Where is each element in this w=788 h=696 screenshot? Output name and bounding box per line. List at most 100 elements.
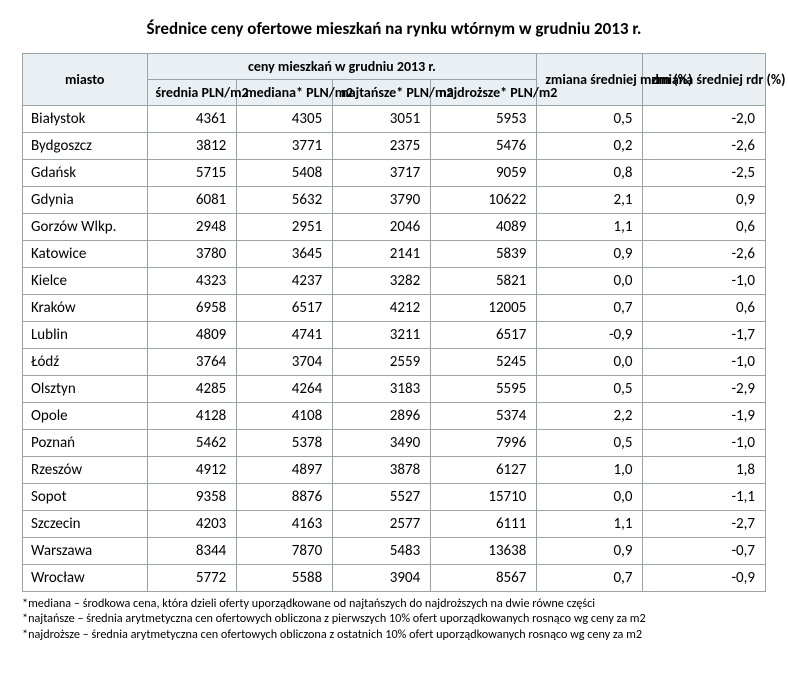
cell-rdr: 0,6 — [643, 295, 766, 322]
cell-rdr: 0,6 — [643, 214, 766, 241]
cell-rdr: -2,0 — [643, 106, 766, 133]
cell-city: Olsztyn — [23, 376, 148, 403]
cell-mdm: 0,8 — [537, 160, 643, 187]
cell-max: 5839 — [431, 241, 537, 268]
cell-city: Rzeszów — [23, 457, 148, 484]
cell-min: 2559 — [333, 349, 431, 376]
footnote: *najdroższe – średnia arytmetyczna cen o… — [22, 627, 766, 642]
cell-avg: 4323 — [147, 268, 237, 295]
cell-avg: 3764 — [147, 349, 237, 376]
col-avg: średnia PLN/m2 — [147, 80, 237, 106]
cell-max: 5374 — [431, 403, 537, 430]
cell-mdm: 0,7 — [537, 295, 643, 322]
cell-min: 3183 — [333, 376, 431, 403]
cell-avg: 8344 — [147, 538, 237, 565]
cell-avg: 4128 — [147, 403, 237, 430]
cell-rdr: -1,7 — [643, 322, 766, 349]
cell-mdm: -0,9 — [537, 322, 643, 349]
table-row: Lublin4809474132116517-0,9-1,7 — [23, 322, 766, 349]
cell-med: 4897 — [237, 457, 333, 484]
cell-med: 3645 — [237, 241, 333, 268]
cell-med: 2951 — [237, 214, 333, 241]
cell-rdr: -2,5 — [643, 160, 766, 187]
cell-min: 3904 — [333, 565, 431, 592]
col-city: miasto — [23, 54, 148, 106]
cell-mdm: 0,5 — [537, 376, 643, 403]
cell-med: 6517 — [237, 295, 333, 322]
cell-rdr: -0,7 — [643, 538, 766, 565]
cell-mdm: 0,0 — [537, 484, 643, 511]
cell-med: 4264 — [237, 376, 333, 403]
cell-min: 3051 — [333, 106, 431, 133]
cell-max: 5476 — [431, 133, 537, 160]
cell-max: 13638 — [431, 538, 537, 565]
cell-avg: 3812 — [147, 133, 237, 160]
table-row: Łódź37643704255952450,0-1,0 — [23, 349, 766, 376]
table-row: Opole41284108289653742,2-1,9 — [23, 403, 766, 430]
table-row: Bydgoszcz38123771237554760,2-2,6 — [23, 133, 766, 160]
cell-max: 7996 — [431, 430, 537, 457]
cell-rdr: -0,9 — [643, 565, 766, 592]
col-median: mediana* PLN/m2 — [237, 80, 333, 106]
cell-mdm: 2,1 — [537, 187, 643, 214]
cell-min: 2577 — [333, 511, 431, 538]
cell-min: 3790 — [333, 187, 431, 214]
cell-city: Gdynia — [23, 187, 148, 214]
cell-rdr: -1,1 — [643, 484, 766, 511]
cell-min: 3490 — [333, 430, 431, 457]
table-row: Sopot935888765527157100,0-1,1 — [23, 484, 766, 511]
cell-mdm: 0,2 — [537, 133, 643, 160]
cell-rdr: -2,6 — [643, 241, 766, 268]
table-row: Kraków695865174212120050,70,6 — [23, 295, 766, 322]
table-row: Warszawa834478705483136380,9-0,7 — [23, 538, 766, 565]
cell-min: 3282 — [333, 268, 431, 295]
cell-mdm: 0,0 — [537, 268, 643, 295]
cell-min: 5483 — [333, 538, 431, 565]
cell-rdr: -1,9 — [643, 403, 766, 430]
cell-city: Łódź — [23, 349, 148, 376]
cell-min: 2046 — [333, 214, 431, 241]
cell-mdm: 2,2 — [537, 403, 643, 430]
cell-city: Warszawa — [23, 538, 148, 565]
cell-city: Białystok — [23, 106, 148, 133]
page-title: Średnice ceny ofertowe mieszkań na rynku… — [22, 18, 766, 39]
cell-rdr: -1,0 — [643, 349, 766, 376]
table-header: miasto ceny mieszkań w grudniu 2013 r. z… — [23, 54, 766, 106]
footnote: *mediana – środkowa cena, która dzieli o… — [22, 596, 766, 611]
cell-city: Wrocław — [23, 565, 148, 592]
cell-rdr: -2,7 — [643, 511, 766, 538]
cell-avg: 4912 — [147, 457, 237, 484]
cell-rdr: -2,6 — [643, 133, 766, 160]
cell-max: 12005 — [431, 295, 537, 322]
cell-med: 3771 — [237, 133, 333, 160]
cell-avg: 9358 — [147, 484, 237, 511]
col-min: najtańsze* PLN/m2 — [333, 80, 431, 106]
cell-mdm: 1,1 — [537, 511, 643, 538]
price-table: miasto ceny mieszkań w grudniu 2013 r. z… — [22, 53, 766, 592]
cell-min: 3211 — [333, 322, 431, 349]
cell-max: 8567 — [431, 565, 537, 592]
cell-med: 4305 — [237, 106, 333, 133]
cell-med: 4237 — [237, 268, 333, 295]
cell-avg: 4285 — [147, 376, 237, 403]
cell-city: Gdańsk — [23, 160, 148, 187]
cell-avg: 2948 — [147, 214, 237, 241]
cell-avg: 6958 — [147, 295, 237, 322]
table-body: Białystok43614305305159530,5-2,0Bydgoszc… — [23, 106, 766, 592]
cell-max: 9059 — [431, 160, 537, 187]
cell-avg: 3780 — [147, 241, 237, 268]
cell-med: 5632 — [237, 187, 333, 214]
cell-med: 7870 — [237, 538, 333, 565]
cell-rdr: 1,8 — [643, 457, 766, 484]
cell-max: 4089 — [431, 214, 537, 241]
cell-max: 5595 — [431, 376, 537, 403]
cell-avg: 5772 — [147, 565, 237, 592]
col-rdr: zmiana średniej rdr (%) — [643, 54, 766, 106]
cell-city: Lublin — [23, 322, 148, 349]
colgroup-prices: ceny mieszkań w grudniu 2013 r. — [147, 54, 537, 80]
table-row: Olsztyn42854264318355950,5-2,9 — [23, 376, 766, 403]
cell-mdm: 0,5 — [537, 106, 643, 133]
cell-max: 10622 — [431, 187, 537, 214]
table-row: Szczecin42034163257761111,1-2,7 — [23, 511, 766, 538]
cell-mdm: 0,9 — [537, 241, 643, 268]
